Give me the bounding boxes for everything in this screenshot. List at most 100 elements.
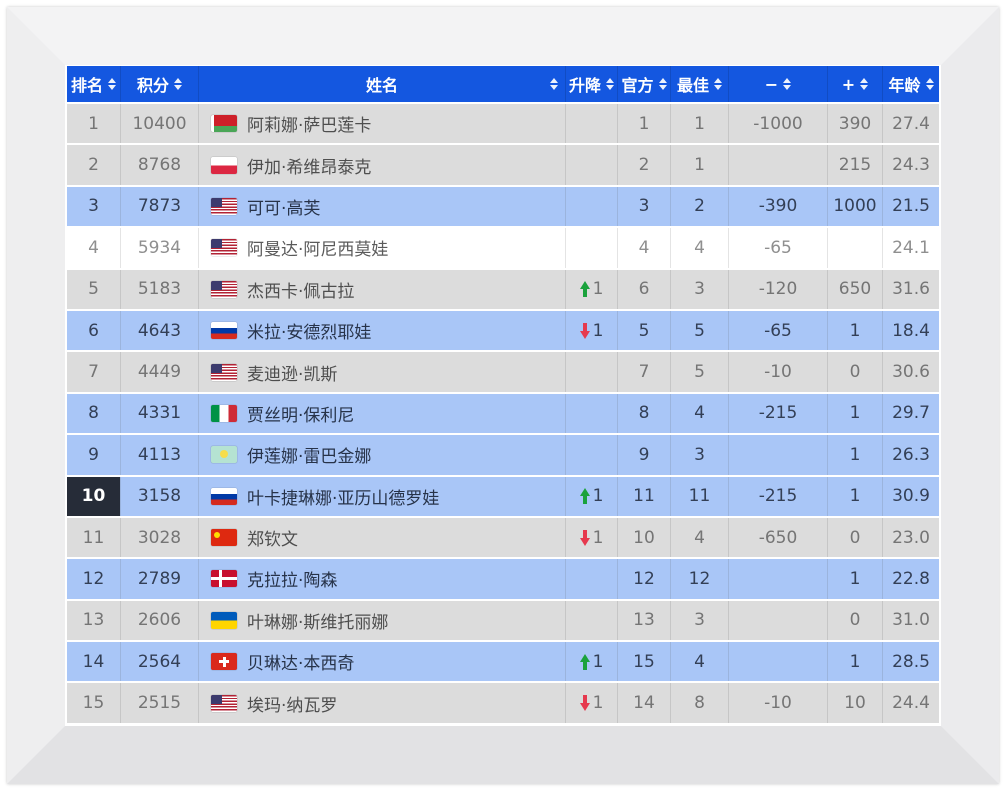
official-cell: 13 xyxy=(617,600,670,641)
official-cell: 5 xyxy=(617,310,670,351)
age-value: 27.4 xyxy=(892,113,930,134)
plus-cell: 1 xyxy=(827,642,882,682)
name-cell: 郑钦文 xyxy=(198,517,565,558)
rank-value: 6 xyxy=(88,320,99,341)
points-value: 3028 xyxy=(137,527,182,548)
sort-arrows-icon[interactable] xyxy=(606,78,614,90)
table-row[interactable]: 9 4113 伊莲娜·雷巴金娜 9 3 1 26.3 xyxy=(67,435,939,475)
rank-value: 8 xyxy=(88,403,99,424)
sort-arrows-icon[interactable] xyxy=(860,78,869,90)
best-value: 4 xyxy=(694,403,705,424)
change-cell xyxy=(565,145,617,185)
sort-arrows-icon[interactable] xyxy=(658,78,667,90)
plus-value: 215 xyxy=(838,155,872,176)
header-change[interactable]: 升降 xyxy=(565,66,617,102)
plus-cell: 650 xyxy=(827,269,882,309)
player-name: 麦迪逊·凯斯 xyxy=(247,364,338,385)
sort-arrows-icon[interactable] xyxy=(174,78,182,90)
minus-cell xyxy=(728,642,827,682)
header-label-points: 积分 xyxy=(136,76,169,95)
change-value: 1 xyxy=(592,320,604,341)
points-value: 4643 xyxy=(137,320,182,341)
best-value: 5 xyxy=(694,362,705,383)
name-cell: 叶卡捷琳娜·亚历山德罗娃 xyxy=(198,476,565,516)
sort-arrows-icon[interactable] xyxy=(783,78,792,90)
minus-cell: -65 xyxy=(728,228,827,268)
official-cell: 2 xyxy=(617,145,670,185)
minus-cell xyxy=(728,600,827,641)
plus-cell: 1 xyxy=(827,310,882,351)
change-cell xyxy=(565,228,617,268)
header-best[interactable]: 最佳 xyxy=(670,66,728,102)
official-cell: 4 xyxy=(617,228,670,268)
age-cell: 26.3 xyxy=(882,435,939,475)
header-official[interactable]: 官方 xyxy=(617,66,670,102)
plus-value: 1 xyxy=(849,486,861,507)
name-cell: 贾丝明·保利尼 xyxy=(198,393,565,434)
sort-arrows-icon[interactable] xyxy=(925,78,934,90)
official-value: 8 xyxy=(638,403,650,424)
table-row[interactable]: 12 2789 克拉拉·陶森 12 12 1 22.8 xyxy=(67,559,939,599)
age-value: 24.1 xyxy=(892,237,930,258)
table-row[interactable]: 2 8768 伊加·希维昂泰克 2 1 215 24.3 xyxy=(67,145,939,185)
header-name[interactable]: 姓名 xyxy=(198,66,565,102)
sort-arrows-icon[interactable] xyxy=(714,78,722,90)
header-rank[interactable]: 排名 xyxy=(67,66,120,102)
table-row[interactable]: 7 4449 麦迪逊·凯斯 7 5 -10 0 30.6 xyxy=(67,352,939,392)
official-value: 3 xyxy=(638,196,650,217)
rank-cell: 8 xyxy=(67,394,120,433)
official-cell: 9 xyxy=(617,435,670,475)
sort-arrows-icon[interactable] xyxy=(108,78,116,90)
table-row[interactable]: 10 3158 叶卡捷琳娜·亚历山德罗娃 1 11 11 -215 1 30.9 xyxy=(67,476,939,516)
age-cell: 29.7 xyxy=(882,393,939,434)
best-cell: 5 xyxy=(670,310,728,351)
header-minus[interactable]: − xyxy=(728,66,827,102)
table-row[interactable]: 5 5183 杰西卡·佩古拉 1 6 3 -120 650 31.6 xyxy=(67,269,939,309)
official-value: 6 xyxy=(638,279,650,300)
change-cell: 1 xyxy=(565,476,617,516)
player-name: 米拉·安德烈耶娃 xyxy=(247,323,372,344)
rank-down-arrow-icon xyxy=(579,695,590,712)
age-value: 29.7 xyxy=(892,403,930,424)
table-row[interactable]: 13 2606 叶琳娜·斯维托丽娜 13 3 0 31.0 xyxy=(67,600,939,641)
best-cell: 4 xyxy=(670,517,728,558)
best-cell: 4 xyxy=(670,642,728,682)
best-cell: 5 xyxy=(670,352,728,392)
age-value: 30.6 xyxy=(892,362,930,383)
official-value: 1 xyxy=(638,113,650,134)
table-row[interactable]: 8 4331 贾丝明·保利尼 8 4 -215 1 29.7 xyxy=(67,393,939,434)
best-cell: 3 xyxy=(670,600,728,641)
sort-arrows-icon[interactable] xyxy=(550,78,558,90)
rank-value: 9 xyxy=(88,444,99,465)
plus-value: 1 xyxy=(849,320,861,341)
change-value: 1 xyxy=(592,279,604,300)
table-row[interactable]: 1 10400 阿莉娜·萨巴莲卡 1 1 -1000 390 27.4 xyxy=(67,104,939,144)
header-plus[interactable]: + xyxy=(827,66,882,102)
table-row[interactable]: 6 4643 米拉·安德烈耶娃 1 5 5 -65 1 18.4 xyxy=(67,310,939,351)
age-value: 23.0 xyxy=(892,527,930,548)
points-value: 4449 xyxy=(137,362,182,383)
player-name: 贾丝明·保利尼 xyxy=(247,405,355,426)
header-points[interactable]: 积分 xyxy=(120,66,198,102)
table-row[interactable]: 11 3028 郑钦文 1 10 4 -650 0 23.0 xyxy=(67,517,939,558)
best-value: 2 xyxy=(694,196,705,217)
best-value: 3 xyxy=(694,279,705,300)
table-row[interactable]: 15 2515 埃玛·纳瓦罗 1 14 8 -10 10 24.4 xyxy=(67,683,939,723)
age-value: 28.5 xyxy=(892,651,930,672)
table-header: 排名 积分 姓名 升降 官方 最佳 − + 年龄 xyxy=(67,66,939,102)
flag-belarus-icon xyxy=(211,115,237,133)
rank-value: 3 xyxy=(88,196,99,217)
points-value: 3158 xyxy=(137,486,182,507)
points-cell: 4113 xyxy=(120,435,198,475)
change-cell: 1 xyxy=(565,642,617,682)
change-cell: 1 xyxy=(565,517,617,558)
table-row[interactable]: 4 5934 阿曼达·阿尼西莫娃 4 4 -65 24.1 xyxy=(67,228,939,268)
table-row[interactable]: 14 2564 贝琳达·本西奇 1 15 4 1 28.5 xyxy=(67,642,939,682)
header-age[interactable]: 年龄 xyxy=(882,66,939,102)
points-cell: 4331 xyxy=(120,393,198,434)
official-cell: 1 xyxy=(617,104,670,144)
table-row[interactable]: 3 7873 可可·高芙 3 2 -390 1000 21.5 xyxy=(67,186,939,227)
points-value: 2606 xyxy=(137,610,182,631)
change-value: 1 xyxy=(592,486,604,507)
best-cell: 4 xyxy=(670,393,728,434)
